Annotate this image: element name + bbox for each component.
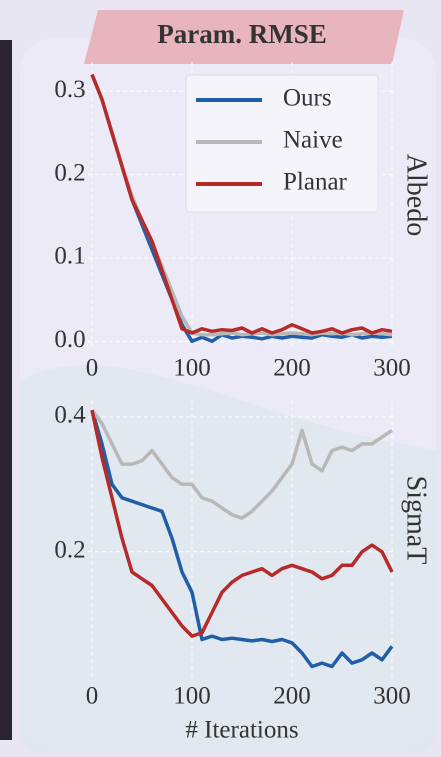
x-tick-label: 200 xyxy=(273,355,311,382)
legend-label: Ours xyxy=(283,85,332,112)
x-tick-label: 0 xyxy=(86,683,99,710)
x-tick-label: 100 xyxy=(173,683,211,710)
x-axis-label: # Iterations xyxy=(185,717,298,744)
series-line xyxy=(90,409,393,520)
legend-label: Naive xyxy=(283,127,343,154)
legend-box xyxy=(185,74,379,213)
x-tick-label: 0 xyxy=(86,355,99,382)
row-label: SigmaT xyxy=(401,476,432,565)
x-tick-label: 300 xyxy=(373,683,411,710)
plots: 0 100 200 300 0.0 0.1 0.2 0.3 Albedo Ours Naive Pla… xyxy=(54,62,432,744)
y-tick-label: 0.2 xyxy=(54,537,85,564)
y-tick-label: 0.1 xyxy=(54,243,85,270)
y-tick-label: 0.0 xyxy=(54,326,85,353)
y-tick-label: 0.2 xyxy=(54,159,85,186)
x-tick-label: 200 xyxy=(273,683,311,710)
title-banner xyxy=(84,10,404,64)
left-edge xyxy=(0,40,12,740)
series-line xyxy=(90,409,394,638)
legend-label: Planar xyxy=(283,169,348,196)
chart-title: Param. RMSE xyxy=(157,19,326,49)
panel-wave xyxy=(20,365,436,752)
x-tick-label: 300 xyxy=(373,355,411,382)
series-line xyxy=(90,409,394,669)
row-label: Albedo xyxy=(401,154,432,236)
y-tick-label: 0.4 xyxy=(54,402,86,429)
x-tick-label: 100 xyxy=(173,355,211,382)
y-tick-label: 0.3 xyxy=(54,76,85,103)
series-line xyxy=(90,73,393,335)
